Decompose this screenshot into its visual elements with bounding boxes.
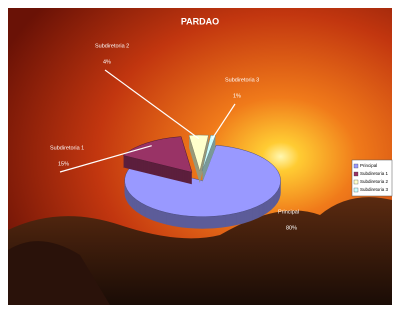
legend: Principal Subdiretoria 1 Subdiretoria 2 Sub… [352,160,392,196]
data-label-value: 15% [58,161,69,167]
data-label-name: Subdiretoria 2 [95,43,129,49]
legend-swatch [354,172,358,176]
data-label-value: 80% [286,225,297,231]
chart-title: PARDAO [181,16,219,26]
page: PARDAO Principal 80% Subdiretoria 1 15% Subd… [0,0,399,310]
legend-swatch [354,164,358,168]
data-label-name: Principal [278,209,299,215]
data-label-value: 4% [103,59,111,65]
legend-label: Subdiretoria 2 [360,179,389,184]
legend-label: Subdiretoria 3 [360,187,389,192]
data-label-value: 1% [233,93,241,99]
legend-swatch [354,180,358,184]
legend-swatch [354,188,358,192]
legend-label: Subdiretoria 1 [360,171,389,176]
legend-label: Principal [360,163,377,168]
chart: PARDAO Principal 80% Subdiretoria 1 15% Subd… [0,0,399,310]
data-label-name: Subdiretoria 1 [50,145,84,151]
data-label-name: Subdiretoria 3 [225,77,259,83]
